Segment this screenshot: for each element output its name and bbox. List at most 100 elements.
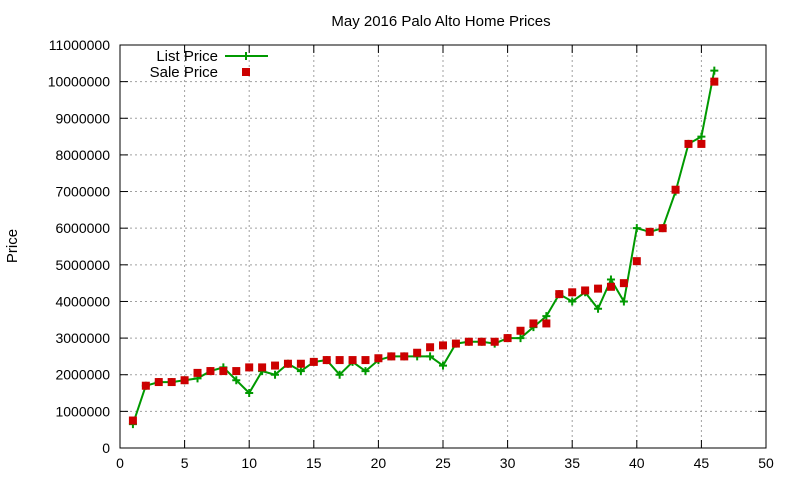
- x-tick-label: 40: [629, 455, 645, 471]
- sale-price-point: [671, 185, 680, 194]
- sale-price-point: [206, 367, 215, 376]
- sale-price-point: [193, 368, 202, 377]
- sale-price-point: [154, 378, 163, 387]
- x-tick-label: 5: [181, 455, 189, 471]
- sale-price-point: [710, 77, 719, 86]
- sale-price-point: [581, 286, 590, 295]
- list-price-point: [232, 376, 241, 385]
- list-price-point: [594, 304, 603, 313]
- y-tick-label: 5000000: [55, 257, 110, 273]
- series-list-price: [128, 66, 719, 429]
- sale-price-point: [348, 356, 357, 365]
- y-tick-label: 2000000: [55, 367, 110, 383]
- list-price-point: [439, 361, 447, 370]
- sale-price-point: [529, 319, 538, 328]
- sale-price-point: [180, 376, 189, 385]
- plot-frame: [119, 44, 767, 449]
- y-tick-label: 10000000: [48, 74, 111, 90]
- x-tick-label: 50: [758, 455, 774, 471]
- list-price-point: [542, 312, 551, 321]
- sale-price-point: [632, 257, 641, 266]
- sale-price-point: [684, 139, 693, 148]
- y-tick-label: 8000000: [55, 147, 110, 163]
- list-price-point: [296, 367, 305, 376]
- sale-price-point: [245, 363, 254, 372]
- grid: [120, 45, 766, 448]
- sale-price-point: [309, 357, 318, 366]
- legend-label-list-price: List Price: [156, 48, 218, 65]
- y-tick-label: 9000000: [55, 110, 110, 126]
- list-price-point: [568, 297, 577, 306]
- y-tick-label: 1000000: [55, 403, 110, 419]
- y-tick-label: 6000000: [55, 220, 110, 236]
- legend: List Price Sale Price: [150, 48, 268, 81]
- list-price-point: [710, 66, 719, 75]
- x-tick-label: 25: [435, 455, 451, 471]
- list-price-point: [426, 352, 435, 361]
- y-axis-label: Price: [4, 229, 21, 263]
- x-tick-label: 30: [500, 455, 516, 471]
- sale-price-point: [258, 363, 267, 372]
- sale-price-point: [697, 139, 706, 148]
- axis-ticks: 0 1000000 2000000 3000000 4000000 5000000 6000…: [48, 37, 774, 471]
- list-price-point: [271, 370, 280, 379]
- list-price-point: [619, 297, 628, 306]
- sale-price-point: [542, 319, 551, 328]
- sale-price-point: [283, 359, 292, 368]
- sale-price-point: [141, 381, 150, 390]
- list-price-point: [632, 224, 641, 233]
- sale-price-point: [361, 356, 370, 365]
- x-tick-label: 45: [694, 455, 710, 471]
- sale-price-point: [555, 290, 564, 299]
- sale-price-point: [658, 224, 667, 233]
- series-line-list-price: [131, 70, 716, 425]
- sale-price-point: [606, 282, 615, 291]
- series-layer: [128, 66, 719, 429]
- x-tick-label: 15: [306, 455, 322, 471]
- legend-label-sale-price: Sale Price: [150, 64, 218, 81]
- sale-price-point: [167, 378, 176, 387]
- sale-price-point: [374, 354, 383, 363]
- list-price-point: [697, 132, 706, 141]
- sale-price-point: [503, 334, 512, 343]
- sale-price-point: [426, 343, 435, 352]
- x-tick-label: 35: [564, 455, 580, 471]
- sale-price-point: [219, 367, 228, 376]
- sale-price-point: [400, 352, 409, 361]
- sale-price-point: [451, 339, 460, 348]
- legend-marker-sale-price: [242, 68, 250, 76]
- sale-price-point: [477, 337, 486, 346]
- sale-price-point: [296, 359, 305, 368]
- y-tick-label: 11000000: [49, 37, 110, 53]
- y-tick-label: 7000000: [55, 184, 110, 200]
- list-price-point: [245, 389, 254, 398]
- chart-title: May 2016 Palo Alto Home Prices: [331, 13, 550, 30]
- y-tick-label: 3000000: [55, 330, 110, 346]
- sale-price-point: [271, 361, 280, 370]
- list-price-point: [361, 367, 370, 376]
- sale-price-point: [568, 288, 577, 297]
- sale-price-point: [128, 416, 137, 425]
- sale-price-point: [387, 352, 396, 361]
- x-tick-label: 10: [241, 455, 257, 471]
- sale-price-point: [322, 356, 331, 365]
- sale-price-point: [413, 348, 422, 357]
- legend-marker-list-price: [242, 52, 250, 60]
- x-tick-label: 0: [116, 455, 124, 471]
- sale-price-point: [645, 227, 654, 236]
- list-price-point: [335, 370, 344, 379]
- sale-price-point: [594, 284, 603, 293]
- sale-price-point: [464, 337, 473, 346]
- sale-price-point: [335, 356, 344, 365]
- list-price-point: [606, 275, 615, 284]
- sale-price-point: [516, 326, 525, 335]
- y-tick-label: 0: [102, 440, 110, 456]
- y-tick-label: 4000000: [55, 293, 110, 309]
- sale-price-point: [232, 367, 241, 376]
- series-sale-price: [128, 77, 719, 425]
- list-price-point: [516, 334, 525, 343]
- sale-price-point: [439, 341, 447, 350]
- x-tick-label: 20: [371, 455, 387, 471]
- sale-price-point: [490, 337, 499, 346]
